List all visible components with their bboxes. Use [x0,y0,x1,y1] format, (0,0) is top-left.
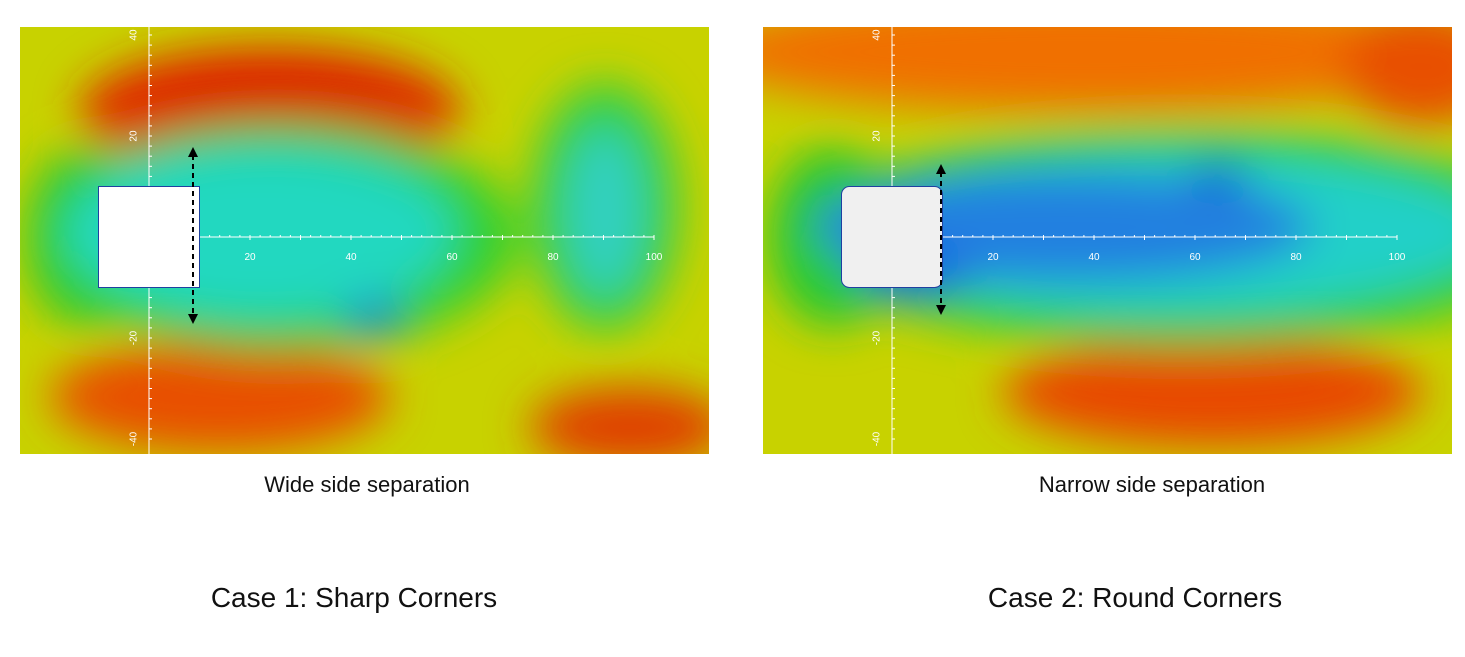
contour-region [530,387,709,454]
arrowhead [188,147,198,157]
case-title: Case 1: Sharp Corners [210,582,498,613]
x-tick-label: 40 [1088,252,1100,263]
arrowhead [936,164,946,174]
x-tick-label: 60 [1189,252,1201,263]
x-tick-label: 100 [1389,252,1406,263]
flow-field: 20 40 60 80 100 40 20 -20 -40 [20,27,709,454]
x-tick-label: 100 [646,252,663,263]
flow-field: 20 40 60 80 100 40 20 -20 -40 [763,27,1452,454]
case-title: Case 2: Round Corners [987,582,1283,613]
x-tick-label: 80 [1290,252,1302,263]
contour-region [763,27,1452,112]
y-tick-label: 40 [872,29,883,41]
bluff-body [841,186,943,288]
contour-region [1188,162,1248,192]
contours [763,27,1452,447]
contour-region [1343,27,1452,127]
y-tick-label: -20 [872,330,883,345]
y-tick-label: -40 [129,431,140,446]
x-tick-label: 40 [345,252,357,263]
contour-region [1003,337,1423,447]
x-tick-label: 20 [244,252,256,263]
y-tick-label: 20 [872,130,883,142]
x-tick-label: 20 [987,252,999,263]
x-tick-label: 80 [547,252,559,263]
caption: Wide side separation [264,472,470,497]
contour-region [565,127,645,297]
y-tick-label: 40 [129,29,140,41]
y-tick-label: -40 [872,431,883,446]
y-tick-label: 20 [129,130,140,142]
contour-region [345,302,405,332]
bluff-body [98,186,200,288]
arrowhead [188,314,198,324]
x-tick-label: 60 [446,252,458,263]
y-tick-label: -20 [129,330,140,345]
contour-region [50,342,390,452]
arrowhead [936,305,946,315]
caption: Narrow side separation [1038,472,1266,497]
